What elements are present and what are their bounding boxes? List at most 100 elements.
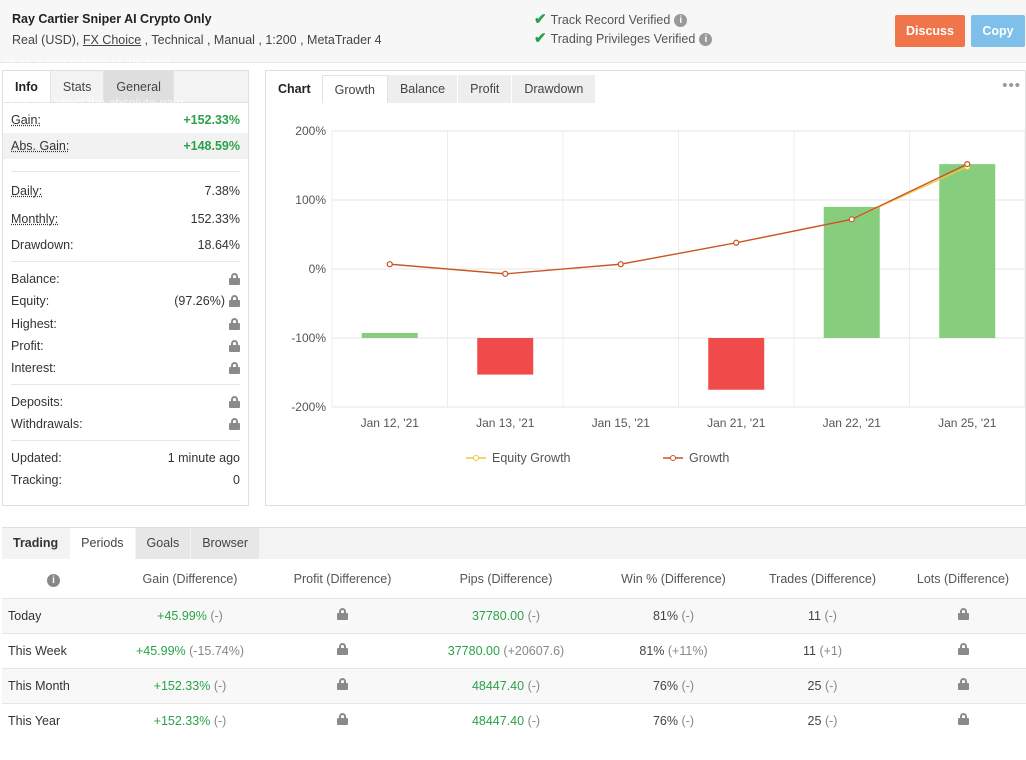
tab-trading[interactable]: Trading <box>2 528 71 559</box>
info-value <box>225 396 240 408</box>
info-label: Profit: <box>11 339 44 353</box>
info-row: Deposits: <box>3 391 248 413</box>
check-icon: ✔ <box>534 30 547 47</box>
win-cell: 81% (+11%) <box>602 632 745 668</box>
win-cell: 81% (-) <box>602 597 745 633</box>
info-value-text: +152.33% <box>183 113 240 127</box>
info-label: Tracking: <box>11 473 62 487</box>
info-row: Highest: <box>3 313 248 335</box>
pips-cell: 48447.40 (-) <box>410 667 602 703</box>
lock-icon <box>957 608 969 620</box>
period-name: Today <box>2 597 105 633</box>
profit-cell <box>275 632 410 668</box>
legend-growth[interactable]: Growth <box>663 451 729 465</box>
x-tick-label: Jan 12, '21 <box>361 416 420 430</box>
info-row: Monthly: 152.33% <box>3 208 248 230</box>
divider <box>11 440 240 441</box>
gain-cell: +152.33% (-) <box>105 667 275 703</box>
trades-cell: 11 (-) <box>745 597 900 633</box>
lots-cell <box>900 667 1026 703</box>
chart-bar <box>361 333 418 338</box>
lock-icon <box>229 318 240 330</box>
bottom-tabs: Trading Periods Goals Browser <box>2 527 1026 559</box>
info-label: Deposits: <box>11 395 64 409</box>
divider <box>11 171 240 172</box>
broker-link[interactable]: FX Choice <box>82 33 142 47</box>
info-row: Gain: +152.33% <box>3 109 248 131</box>
tab-info[interactable]: Info <box>3 71 51 102</box>
track-record-verified: ✔ Track Record Verified i <box>534 12 688 27</box>
chart-bar <box>708 338 765 390</box>
period-name: This Year <box>2 702 105 738</box>
account-subtitle: Real (USD), FX Choice , Technical , Manu… <box>12 33 382 47</box>
tab-growth[interactable]: Growth <box>321 75 388 103</box>
gain-cell: +152.33% (-) <box>105 702 275 738</box>
info-value <box>225 273 240 285</box>
lock-icon <box>337 608 348 620</box>
tab-drawdown[interactable]: Drawdown <box>512 75 597 103</box>
info-row: Updated: 1 minute ago <box>3 447 248 469</box>
info-label: Balance: <box>11 272 60 286</box>
info-value-text: 152.33% <box>190 212 240 226</box>
info-label: Drawdown: <box>11 238 74 252</box>
info-value: +152.33% <box>183 113 240 127</box>
info-value: +148.59% <box>183 139 240 153</box>
tab-profit[interactable]: Profit <box>458 75 513 103</box>
info-value: 18.64% <box>198 238 240 252</box>
series-point <box>502 270 509 277</box>
info-row: Withdrawals: <box>3 413 248 435</box>
tab-general[interactable]: General <box>104 71 174 102</box>
tab-periods[interactable]: Periods <box>70 528 136 559</box>
info-label[interactable]: Monthly: <box>11 212 59 226</box>
column-header: Win % (Difference) <box>621 572 726 587</box>
series-point <box>617 261 624 268</box>
legend-equity-growth[interactable]: Equity Growth <box>466 451 571 465</box>
more-options-icon[interactable]: ••• <box>1002 77 1021 94</box>
divider <box>11 384 240 385</box>
tab-browser[interactable]: Browser <box>191 528 261 559</box>
y-tick-label: 200% <box>295 124 326 138</box>
info-value <box>225 418 240 430</box>
info-value: 152.33% <box>191 212 240 226</box>
info-value <box>225 362 240 374</box>
tab-goals[interactable]: Goals <box>135 528 192 559</box>
lock-icon <box>229 418 240 430</box>
info-icon[interactable]: i <box>47 573 60 587</box>
discuss-button[interactable]: Discuss <box>895 15 965 47</box>
pips-cell: 37780.00 (+20607.6) <box>410 632 602 668</box>
y-tick-label: -200% <box>291 400 326 414</box>
table-header: i Gain (Difference) Profit (Difference) … <box>2 561 1026 598</box>
info-value-text: 1 minute ago <box>167 451 240 465</box>
info-value: 1 minute ago <box>168 451 240 465</box>
account-title: Ray Cartier Sniper AI Crypto Only <box>12 12 212 26</box>
x-tick-label: Jan 25, '21 <box>938 416 997 430</box>
x-tick-label: Jan 13, '21 <box>476 416 535 430</box>
info-label[interactable]: Gain: <box>11 113 41 127</box>
info-row: Daily: 7.38% <box>3 180 248 202</box>
tab-stats[interactable]: Stats <box>51 71 105 102</box>
column-header: Profit (Difference) <box>293 572 392 587</box>
info-value <box>225 318 240 330</box>
pips-cell: 48447.40 (-) <box>410 702 602 738</box>
info-icon[interactable]: i <box>699 32 713 46</box>
series-point <box>964 161 971 168</box>
info-value-text: (97.26%) <box>174 294 225 308</box>
lock-icon <box>337 678 348 690</box>
periods-table: i Gain (Difference) Profit (Difference) … <box>2 561 1026 738</box>
info-label[interactable]: Daily: <box>11 184 43 198</box>
info-label[interactable]: Abs. Gain: <box>11 139 70 153</box>
pips-cell: 37780.00 (-) <box>410 597 602 633</box>
info-value-text: +148.59% <box>183 139 240 153</box>
tab-balance[interactable]: Balance <box>387 75 459 103</box>
info-icon[interactable]: i <box>674 13 688 27</box>
trades-cell: 25 (-) <box>745 667 900 703</box>
info-label: Interest: <box>11 361 57 375</box>
info-row: Balance: <box>3 268 248 290</box>
info-row: Abs. Gain: +148.59% <box>3 133 248 159</box>
copy-button[interactable]: Copy <box>971 15 1025 47</box>
series-point <box>386 261 393 268</box>
x-tick-label: Jan 21, '21 <box>707 416 766 430</box>
gain-cell: +45.99% (-) <box>105 597 275 633</box>
win-cell: 76% (-) <box>602 702 745 738</box>
lock-icon <box>229 340 240 352</box>
